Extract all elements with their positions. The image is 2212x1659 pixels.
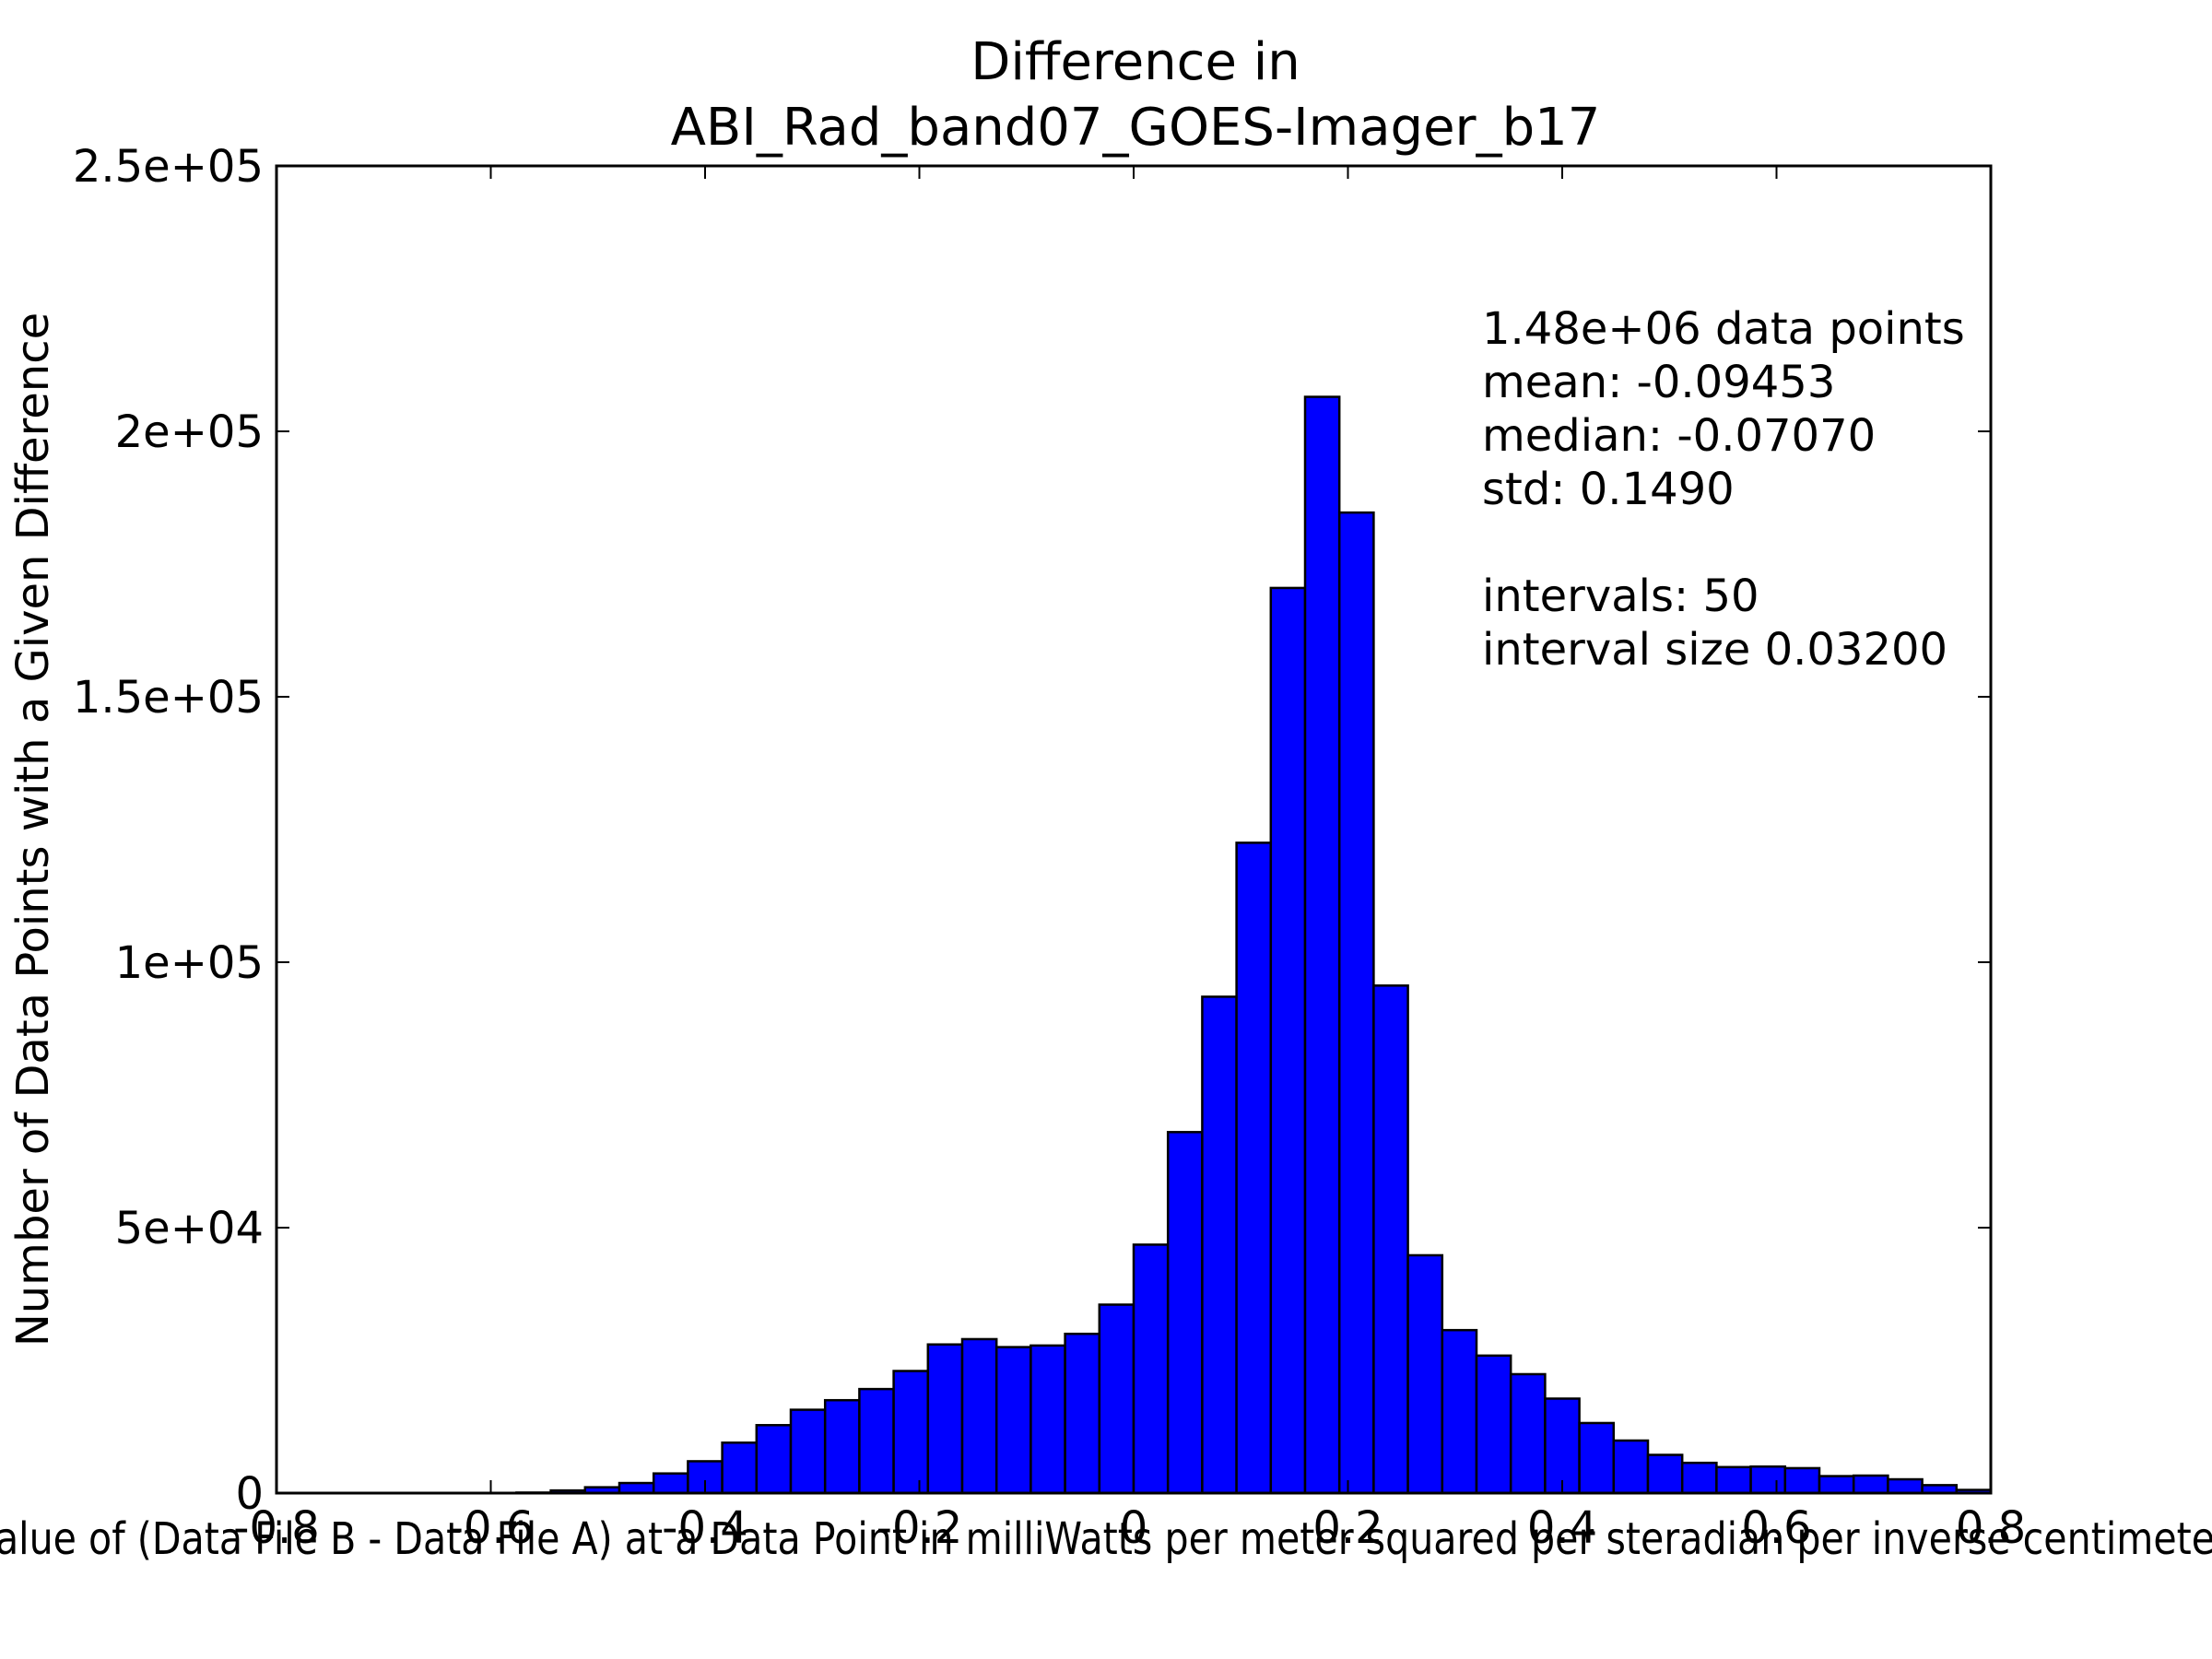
histogram-bar xyxy=(1235,841,1273,1495)
histogram-bar xyxy=(1098,1303,1135,1495)
histogram-bars xyxy=(515,395,1993,1495)
x-tick-label: 0.6 xyxy=(1741,1502,1811,1554)
y-tick-label: 1e+05 xyxy=(115,937,264,989)
stats-line: 1.48e+06 data points xyxy=(1482,303,1965,355)
histogram-bar xyxy=(1372,984,1409,1495)
histogram-bar xyxy=(1544,1397,1581,1495)
histogram-bar xyxy=(1783,1466,1821,1495)
histogram-bar xyxy=(1509,1372,1547,1495)
histogram-bar xyxy=(1612,1439,1650,1495)
histogram-bar xyxy=(858,1387,895,1495)
axis-ticks: -0.8 -0.6 -0.4 -0.2 0 0.2 0.4 0.6 0.8 0 5e+04 1e+05… xyxy=(73,141,2026,1554)
plot-frame xyxy=(275,164,1993,1495)
stats-line: std: 0.1490 xyxy=(1482,464,1735,515)
x-tick-label: -0.4 xyxy=(662,1502,748,1554)
histogram-bar xyxy=(755,1424,793,1495)
histogram-bar xyxy=(892,1370,930,1495)
histogram-bar xyxy=(1303,395,1341,1495)
histogram-bar xyxy=(1680,1461,1718,1495)
histogram-bar xyxy=(1269,586,1307,1495)
histogram-bar xyxy=(1887,1477,1924,1495)
histogram-bar xyxy=(1852,1474,1889,1495)
stats-line: mean: -0.09453 xyxy=(1482,357,1835,408)
histogram-bar xyxy=(1441,1328,1478,1495)
histogram-bar xyxy=(823,1398,861,1495)
histogram-bar xyxy=(1646,1453,1684,1495)
x-tick-label: -0.2 xyxy=(877,1502,963,1554)
x-tick-label: 0.4 xyxy=(1527,1502,1597,1554)
x-tick-label: -0.8 xyxy=(233,1502,320,1554)
stats-line: interval size 0.03200 xyxy=(1482,624,1947,676)
y-tick-label: 2.5e+05 xyxy=(73,141,264,193)
histogram-bar xyxy=(1064,1332,1101,1495)
stats-line: intervals: 50 xyxy=(1482,571,1759,622)
histogram-bar xyxy=(1132,1243,1170,1495)
y-tick-label: 5e+04 xyxy=(115,1203,264,1254)
histogram-bar xyxy=(1337,511,1375,1495)
y-tick-label: 0 xyxy=(235,1468,264,1520)
stats-line: median: -0.07070 xyxy=(1482,410,1876,462)
chart-title-line-2: ABI_Rad_band07_GOES-Imager_b17 xyxy=(671,98,1601,158)
x-axis-label: Value of (Data File B - Data File A) at … xyxy=(0,1513,2212,1565)
histogram-bar xyxy=(926,1343,964,1495)
histogram-bar xyxy=(1475,1354,1512,1495)
x-tick-label: -0.6 xyxy=(448,1502,535,1554)
histogram-bar xyxy=(721,1441,759,1495)
histogram-bar xyxy=(960,1337,998,1495)
histogram-bar xyxy=(789,1408,827,1495)
x-tick-label: 0 xyxy=(1120,1502,1148,1554)
histogram-bar xyxy=(1166,1131,1204,1495)
y-tick-label: 1.5e+05 xyxy=(73,672,264,724)
histogram-bar xyxy=(1030,1344,1066,1495)
x-tick-label: 0.8 xyxy=(1956,1502,2026,1554)
histogram-bar xyxy=(1818,1475,1855,1495)
histogram-bar xyxy=(652,1472,689,1495)
x-tick-label: 0.2 xyxy=(1312,1502,1382,1554)
histogram-bar xyxy=(1578,1421,1616,1495)
y-tick-label: 2e+05 xyxy=(115,406,264,458)
histogram-bar xyxy=(1201,995,1238,1495)
histogram-bar xyxy=(1749,1465,1787,1495)
histogram-bar xyxy=(1715,1465,1752,1495)
y-axis-label: Number of Data Points with a Given Diffe… xyxy=(7,312,59,1347)
histogram-bar xyxy=(1406,1253,1444,1495)
chart-title-line-1: Difference in xyxy=(971,32,1300,92)
histogram-bar xyxy=(618,1481,655,1495)
histogram-bar xyxy=(994,1346,1032,1495)
